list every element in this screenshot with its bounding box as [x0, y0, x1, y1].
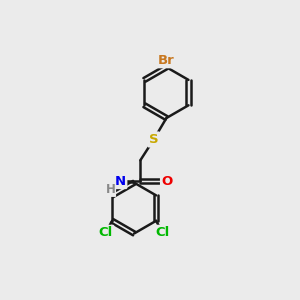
Text: O: O	[161, 175, 173, 188]
Text: Cl: Cl	[98, 226, 113, 239]
Text: H: H	[106, 183, 116, 196]
Text: N: N	[115, 175, 126, 188]
Text: Cl: Cl	[155, 226, 170, 239]
Text: Br: Br	[158, 54, 175, 67]
Text: S: S	[149, 133, 159, 146]
